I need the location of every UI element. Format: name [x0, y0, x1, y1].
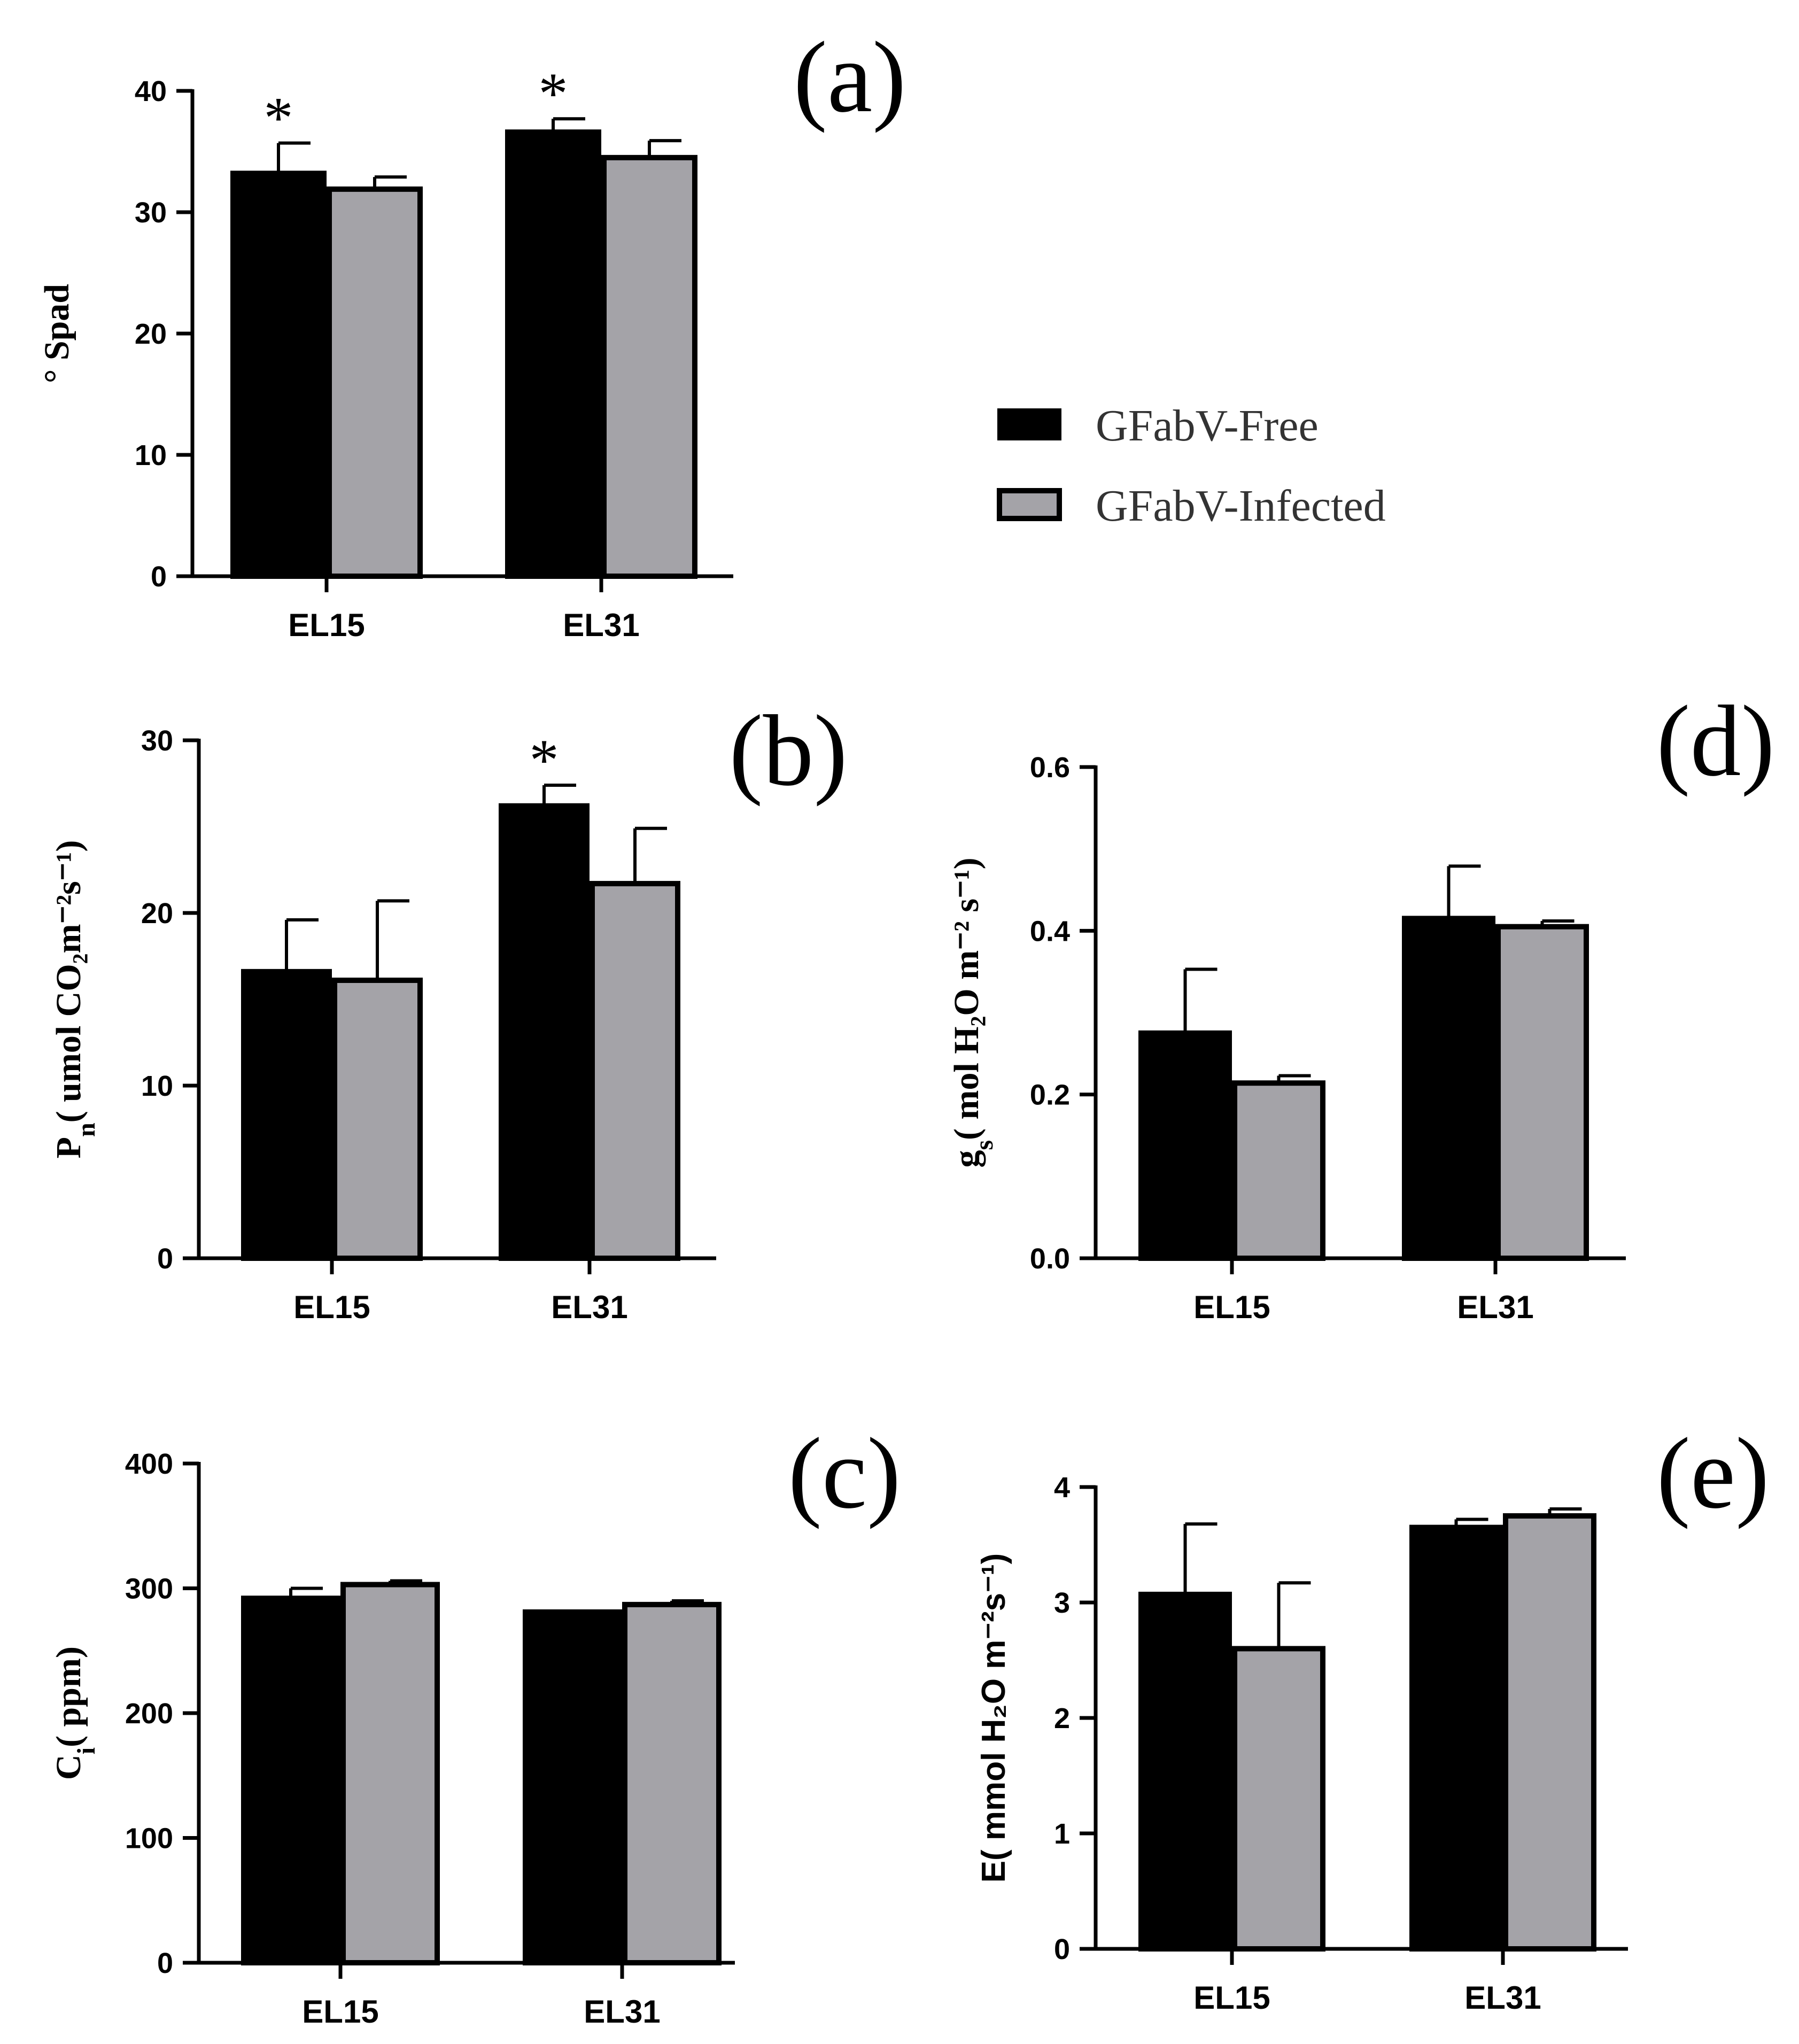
y-tick-label: 10	[135, 439, 167, 471]
bar-infected-el31	[590, 881, 680, 1261]
y-axis-label: gs( mol H₂O m⁻² s⁻¹)	[947, 857, 998, 1167]
y-tick-label: 300	[125, 1573, 173, 1605]
y-axis-label: E( mmol H₂O m⁻²s⁻¹)	[975, 1553, 1012, 1883]
y-tick-label: 100	[125, 1823, 173, 1855]
chart-panel-e: 0 1 2 3 4 EL15 EL31 (e) E( mmol H₂O m⁻²s⁻¹)	[975, 1418, 1769, 2016]
y-tick-label: 0	[151, 561, 167, 593]
x-tick-label: EL31	[584, 1994, 660, 2030]
x-tick-label: EL15	[1193, 1980, 1270, 2016]
bar-infected-el15	[327, 186, 423, 579]
panel-label: (e)	[1657, 1418, 1770, 1530]
x-tick-label: EL15	[1193, 1289, 1270, 1325]
y-axis-label-tail: ( mol H₂O m⁻² s⁻¹)	[947, 857, 986, 1140]
bar-free-el31	[523, 1609, 622, 1965]
y-tick-label: 30	[141, 725, 173, 757]
y-axis-label-tail: ( mmol H₂O m⁻²s⁻¹)	[975, 1553, 1012, 1861]
y-axis-label-main: P	[49, 1137, 88, 1158]
x-tick-label: EL31	[1457, 1289, 1533, 1325]
legend: GFabV-Free GFabV-Infected	[997, 401, 1386, 531]
y-axis-label: Pn( umol CO₂m⁻²s⁻¹)	[49, 840, 100, 1159]
y-axis-label-sub: n	[72, 1122, 100, 1137]
y-tick-label: 4	[1054, 1472, 1070, 1504]
bar-infected-el15	[1232, 1080, 1325, 1261]
bar-free-el31	[1409, 1524, 1503, 1952]
legend-label-free: GFabV-Free	[1096, 401, 1319, 451]
y-tick-label: 3	[1054, 1587, 1070, 1619]
x-tick-label: EL31	[551, 1289, 627, 1325]
bar-infected-el31	[1495, 924, 1589, 1261]
bar-free-el15	[1138, 1591, 1232, 1952]
x-tick-label: EL15	[288, 607, 365, 643]
y-tick-label: 400	[125, 1448, 173, 1480]
y-tick-label: 200	[125, 1698, 173, 1730]
y-tick-label: 0.0	[1030, 1243, 1070, 1275]
bar-free-el31	[499, 803, 590, 1261]
x-tick-label: EL31	[563, 607, 639, 643]
legend-swatch-infected	[997, 488, 1062, 521]
y-axis-label-main: g	[947, 1150, 986, 1168]
y-axis-label-main: ° Spad	[37, 284, 76, 383]
y-axis-label-main: E	[975, 1861, 1012, 1883]
bar-infected-el31	[601, 154, 697, 579]
y-tick-label: 10	[141, 1070, 173, 1102]
y-axis-label-main: C	[49, 1754, 88, 1780]
chart-panel-b: 0 10 20 30 EL15 * EL31 (b) Pn( umol CO₂m⁻²s⁻¹)	[49, 695, 848, 1325]
y-axis-label-tail: ( umol CO₂m⁻²s⁻¹)	[49, 840, 88, 1123]
chart-panel-d: 0.0 0.2 0.4 0.6 EL15 EL31 (d) gs( mol H₂O m⁻² s…	[947, 685, 1775, 1325]
y-tick-label: 20	[135, 318, 167, 350]
bar-infected-el15	[1232, 1646, 1325, 1952]
y-tick-label: 40	[135, 75, 167, 107]
y-axis-label: ° Spad	[37, 284, 76, 383]
chart-panel-c: 0 100 200 300 400 EL15 EL31 (c) Ci( ppm)	[49, 1418, 901, 2030]
y-axis-label-sub: i	[72, 1747, 100, 1754]
bar-infected-el31	[1503, 1513, 1596, 1952]
bar-free-el15	[230, 171, 327, 579]
bar-infected-el31	[622, 1601, 722, 1965]
panel-label: (a)	[794, 21, 906, 134]
y-tick-label: 0.2	[1030, 1079, 1070, 1111]
bar-free-el31	[505, 129, 601, 579]
x-tick-label: EL31	[1464, 1980, 1541, 2016]
significance-marker: *	[264, 86, 293, 151]
legend-label-infected: GFabV-Infected	[1096, 481, 1386, 531]
bar-free-el15	[1138, 1030, 1232, 1261]
y-axis-label-sub: s	[970, 1140, 998, 1150]
bar-free-el31	[1402, 916, 1495, 1261]
y-tick-label: 1	[1054, 1818, 1070, 1850]
bar-free-el15	[241, 969, 332, 1261]
y-tick-label: 0.4	[1030, 915, 1070, 947]
x-tick-label: EL15	[293, 1289, 370, 1325]
y-tick-label: 20	[141, 897, 173, 930]
y-tick-label: 30	[135, 197, 167, 229]
y-tick-label: 2	[1054, 1702, 1070, 1735]
bar-free-el15	[241, 1596, 340, 1965]
significance-marker: *	[530, 727, 559, 793]
y-tick-label: 0.6	[1030, 752, 1070, 784]
y-axis-label-tail: ( ppm)	[49, 1646, 88, 1747]
significance-marker: *	[539, 61, 568, 126]
legend-swatch-free	[997, 408, 1061, 440]
bar-infected-el15	[332, 977, 423, 1261]
x-tick-label: EL15	[302, 1994, 378, 2030]
y-tick-label: 0	[157, 1947, 173, 1979]
bar-infected-el15	[340, 1582, 440, 1966]
panel-label: (d)	[1656, 685, 1775, 798]
y-tick-label: 0	[157, 1243, 173, 1275]
panel-label: (b)	[729, 695, 848, 807]
panel-label: (c)	[788, 1418, 901, 1530]
y-axis-label: Ci( ppm)	[49, 1646, 100, 1780]
chart-panel-a: 0 10 20 30 40 * EL15 * EL31 (a) ° Spad	[37, 21, 906, 643]
y-tick-label: 0	[1054, 1933, 1070, 1965]
